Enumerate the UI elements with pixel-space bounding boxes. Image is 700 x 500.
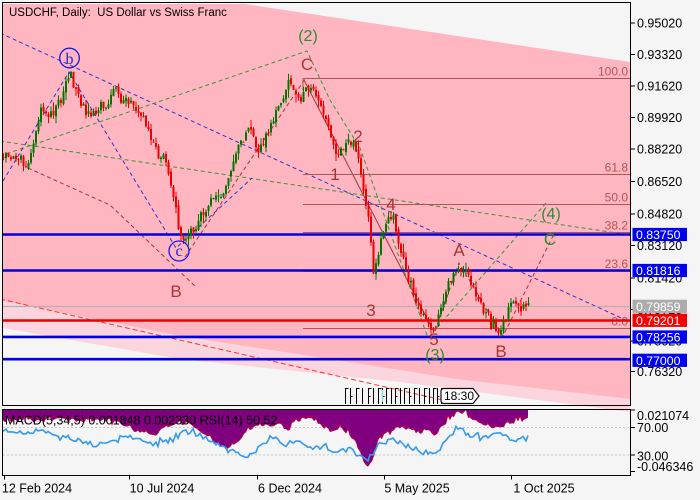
- svg-text:50.0: 50.0: [605, 191, 629, 205]
- svg-text:70.00: 70.00: [637, 421, 668, 435]
- svg-text:c: c: [175, 243, 182, 260]
- svg-text:0.79201: 0.79201: [636, 314, 681, 328]
- svg-text:3: 3: [366, 301, 375, 320]
- svg-text:61.8: 61.8: [605, 161, 629, 175]
- svg-text:0.93320: 0.93320: [637, 48, 682, 62]
- svg-text:6 Dec 2024: 6 Dec 2024: [258, 482, 322, 496]
- svg-text:1: 1: [330, 165, 339, 184]
- svg-text:0.91620: 0.91620: [637, 80, 682, 94]
- svg-text:0.77000: 0.77000: [636, 354, 681, 368]
- svg-text:23.6: 23.6: [605, 257, 629, 271]
- svg-text:2: 2: [353, 127, 362, 146]
- svg-text:30.00: 30.00: [637, 450, 668, 464]
- svg-text:0.86520: 0.86520: [637, 175, 682, 189]
- svg-text:4: 4: [386, 195, 395, 214]
- svg-text:C: C: [301, 55, 313, 74]
- svg-text:0.83750: 0.83750: [636, 228, 681, 242]
- svg-text:B: B: [495, 342, 506, 361]
- svg-text:0.78256: 0.78256: [636, 331, 681, 345]
- svg-text:12 Feb 2024: 12 Feb 2024: [2, 482, 72, 496]
- svg-text:0.84820: 0.84820: [637, 208, 682, 222]
- svg-text:100.0: 100.0: [598, 65, 628, 79]
- svg-text:38.2: 38.2: [605, 219, 629, 233]
- svg-text:A: A: [453, 241, 465, 260]
- svg-text:-0.046346: -0.046346: [637, 460, 693, 474]
- svg-text:5 May 2025: 5 May 2025: [384, 482, 449, 496]
- svg-text:(2): (2): [298, 28, 318, 45]
- svg-text:0.81816: 0.81816: [636, 264, 681, 278]
- svg-text:0.95020: 0.95020: [637, 17, 682, 31]
- svg-text:b: b: [66, 51, 74, 68]
- svg-text:0.021074: 0.021074: [637, 409, 689, 423]
- svg-text:5: 5: [429, 330, 438, 349]
- svg-text:10 Jul 2024: 10 Jul 2024: [130, 482, 195, 496]
- svg-text:0.76320: 0.76320: [637, 365, 682, 379]
- svg-text:0.79859: 0.79859: [636, 300, 681, 314]
- svg-text:1 Oct 2025: 1 Oct 2025: [513, 482, 574, 496]
- svg-text:0.83120: 0.83120: [637, 239, 682, 253]
- svg-text:(3): (3): [425, 347, 445, 364]
- svg-text:MACD(5,34,5) 0.001848 0.002330: MACD(5,34,5) 0.001848 0.002330 RSI(14) 5…: [5, 414, 277, 428]
- svg-text:0.89920: 0.89920: [637, 111, 682, 125]
- svg-text:C: C: [544, 230, 556, 249]
- svg-text:B: B: [170, 282, 181, 301]
- svg-text:(4): (4): [541, 206, 561, 223]
- svg-text:0.88220: 0.88220: [637, 143, 682, 157]
- svg-text:18:30: 18:30: [444, 389, 474, 403]
- svg-text:USDCHF, Daily: US Dollar vs S: USDCHF, Daily: US Dollar vs Swiss Franc: [9, 7, 227, 19]
